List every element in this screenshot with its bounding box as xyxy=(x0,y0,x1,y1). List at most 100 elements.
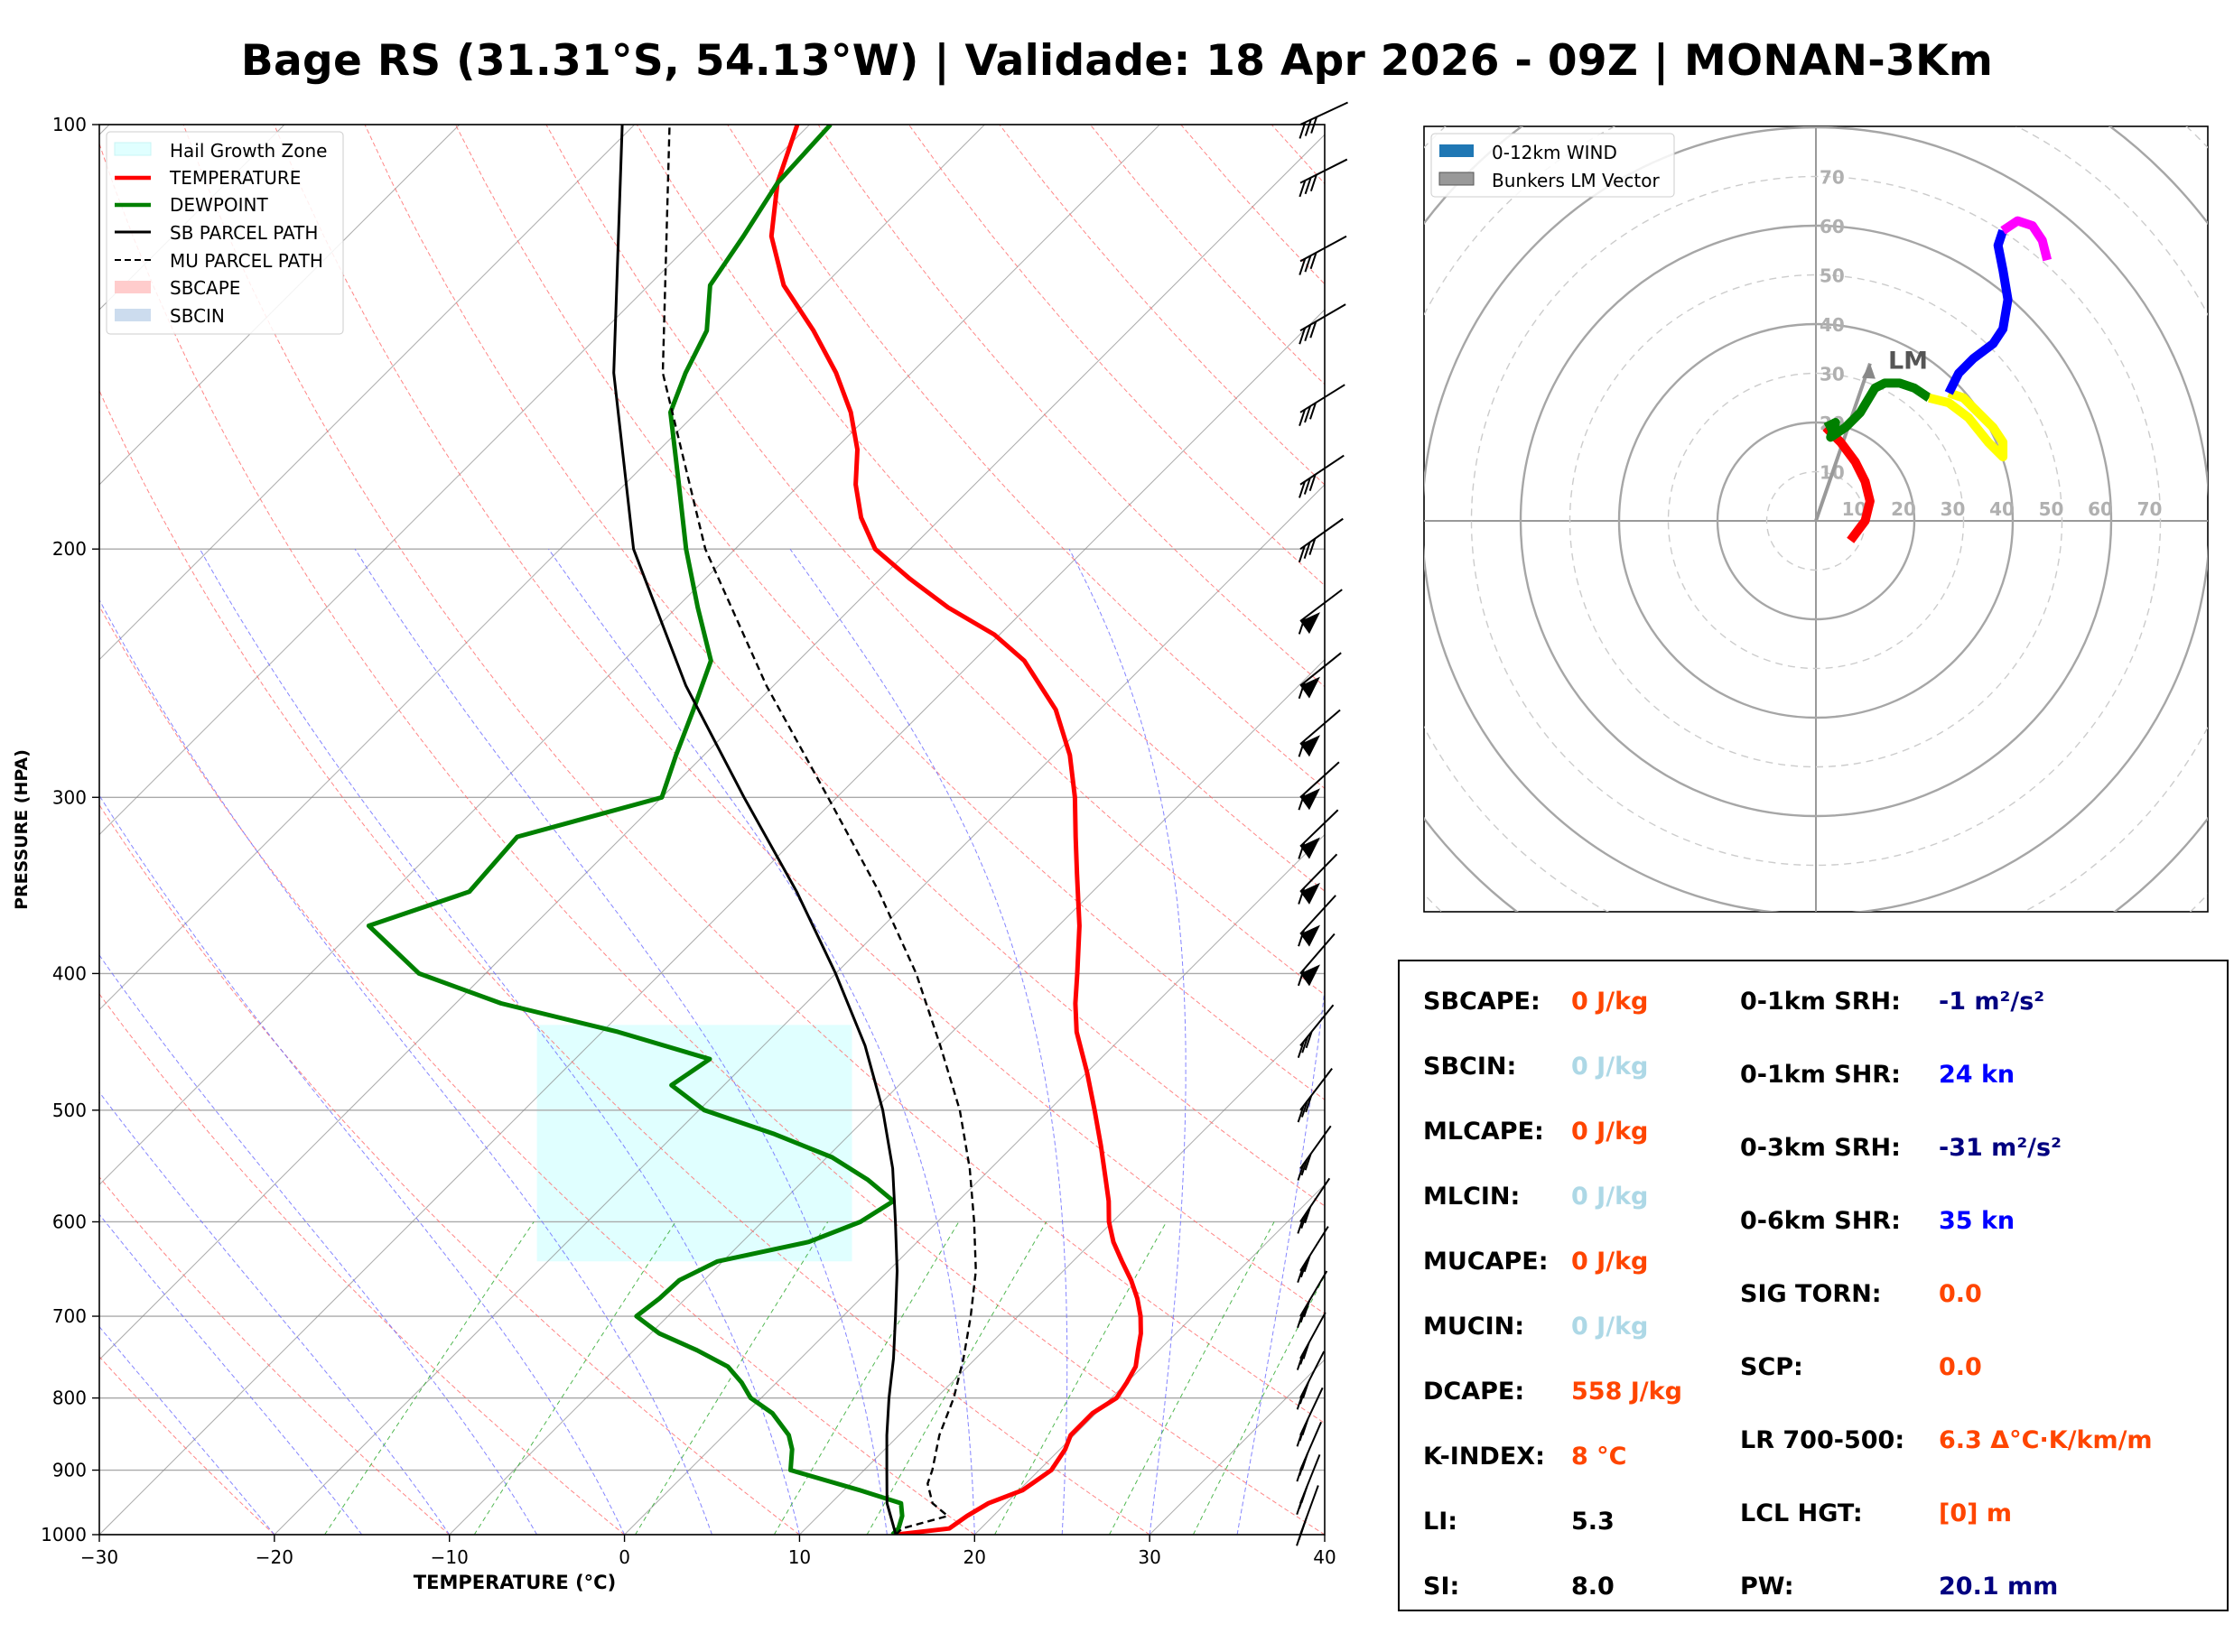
wind-barb-flag xyxy=(1309,320,1317,339)
mixing-ratio-line xyxy=(866,1221,1047,1535)
moist-adiabat xyxy=(99,794,626,1535)
stat-label-shr-0-6: 0-6km SHR: xyxy=(1740,1207,1901,1235)
isotherm-line xyxy=(274,484,1325,1535)
hodo-ring-label-y: 10 xyxy=(1820,462,1845,484)
wind-barb xyxy=(1299,101,1348,139)
x-tick-label: 0 xyxy=(619,1546,630,1568)
wind-barb xyxy=(1299,235,1347,275)
wind-barb xyxy=(1296,1453,1321,1515)
hodo-ring xyxy=(1424,126,2208,912)
stat-label-sig-torn: SIG TORN: xyxy=(1740,1280,1882,1308)
hodo-ring-label-x: 70 xyxy=(2137,498,2163,520)
mixing-ratio-line xyxy=(994,1221,1168,1535)
stat-label-k-index: K-INDEX: xyxy=(1423,1443,1545,1471)
stats-panel: SBCAPE: 0 J/kg SBCIN: 0 J/kg MLCAPE: 0 J… xyxy=(1398,960,2229,1611)
dry-adiabat xyxy=(99,993,625,1535)
x-tick-label: −30 xyxy=(80,1546,118,1568)
isotherm-line xyxy=(99,125,636,661)
isotherm-line xyxy=(449,659,1325,1535)
moist-adiabat xyxy=(1324,1532,1325,1535)
stat-value-srh-0-3: -31 m²/s² xyxy=(1939,1134,2062,1162)
wind-barb-pennant xyxy=(1300,788,1320,811)
dry-adiabat xyxy=(1089,125,1325,385)
wind-barb-flag xyxy=(1299,258,1307,275)
stat-value-shr-0-1: 24 kn xyxy=(1939,1061,2015,1089)
mixing-ratio-line xyxy=(635,1221,829,1535)
wind-barb-staff xyxy=(1299,1125,1332,1170)
dry-adiabat xyxy=(99,142,1325,1535)
hodograph-frame xyxy=(1423,125,2209,913)
moist-adiabat xyxy=(99,954,538,1535)
hodo-ring-label-y: 70 xyxy=(1820,167,1845,189)
wind-barb-staff xyxy=(1299,454,1345,486)
isotherm-line xyxy=(1324,1534,1325,1535)
wind-barb-flag xyxy=(1303,1255,1311,1273)
wind-barb xyxy=(1296,1485,1319,1546)
y-tick-label: 200 xyxy=(52,538,87,560)
dry-adiabat xyxy=(99,1356,275,1535)
wind-barb-flag xyxy=(1298,617,1306,635)
y-tick-label: 600 xyxy=(52,1211,87,1232)
dry-adiabat xyxy=(636,125,1325,892)
y-tick-label: 500 xyxy=(52,1100,87,1121)
wind-barb-pennant xyxy=(1300,612,1320,635)
wind-barb-pennant xyxy=(1300,882,1320,905)
isotherm-line xyxy=(624,833,1325,1535)
dry-adiabat xyxy=(1363,125,1392,1535)
wind-barb xyxy=(1298,761,1340,811)
wind-barb-flag xyxy=(1301,1452,1308,1471)
y-tick-label: 900 xyxy=(52,1460,87,1481)
wind-barb-flag xyxy=(1296,1353,1304,1370)
hodo-ring xyxy=(1667,372,1965,670)
legend-label-mu-parcel: MU PARCEL PATH xyxy=(170,250,323,272)
stat-value-sbcape: 0 J/kg xyxy=(1571,988,1649,1016)
hodo-ring-label-y: 60 xyxy=(1820,216,1845,237)
wind-barb-flag xyxy=(1302,1341,1310,1360)
stat-label-pw: PW: xyxy=(1740,1573,1794,1601)
wind-barb-flag xyxy=(1298,842,1306,859)
stat-value-k-index: 8 °C xyxy=(1571,1443,1627,1471)
isotherm-line xyxy=(99,125,1160,1185)
hodo-segment-0-1km xyxy=(1822,423,1875,543)
stat-value-shr-0-6: 35 kn xyxy=(1939,1207,2015,1235)
legend-swatch-hgz xyxy=(114,142,152,156)
wind-barb-flag xyxy=(1310,116,1318,134)
wind-barb xyxy=(1298,895,1336,947)
hodo-ring-label-x: 10 xyxy=(1842,498,1867,520)
wind-barb-staff xyxy=(1299,809,1339,848)
wind-barb-flag xyxy=(1308,474,1317,491)
moist-adiabat xyxy=(1236,986,1325,1535)
mixing-ratio-line xyxy=(773,1221,960,1535)
mixing-ratio-line xyxy=(1109,1221,1275,1535)
wind-barb xyxy=(1299,384,1345,426)
stat-label-mucape: MUCAPE: xyxy=(1423,1248,1549,1276)
mu-parcel-line xyxy=(661,125,977,1535)
x-tick-label: 20 xyxy=(963,1546,986,1568)
wind-barb-flag xyxy=(1309,174,1317,191)
moist-adiabat xyxy=(199,548,800,1535)
wind-barb-flag xyxy=(1297,969,1305,987)
x-tick-label: 30 xyxy=(1138,1546,1160,1568)
dry-adiabat xyxy=(999,125,1325,486)
wind-barb-flag xyxy=(1304,405,1311,423)
wind-barb xyxy=(1296,1312,1326,1370)
wind-barb-flag xyxy=(1309,252,1317,270)
moist-adiabat xyxy=(1068,548,1187,1535)
wind-barb-flag xyxy=(1305,1095,1313,1113)
stat-label-lcl-height: LCL HGT: xyxy=(1740,1499,1863,1527)
wind-barb-flag xyxy=(1297,1041,1305,1058)
wind-barb xyxy=(1296,1350,1326,1410)
wind-barb xyxy=(1297,933,1336,987)
dry-adiabat xyxy=(99,803,800,1535)
wind-barb-flag xyxy=(1301,1035,1309,1053)
wind-barb xyxy=(1297,1226,1329,1284)
x-tick-label: −20 xyxy=(256,1546,293,1568)
wind-barb-staff xyxy=(1299,303,1346,332)
legend-swatch-sbcin xyxy=(115,309,151,321)
wind-barb-pennant xyxy=(1300,676,1320,699)
wind-barb-flag xyxy=(1304,324,1312,342)
isotherm-line xyxy=(99,309,1325,1535)
stat-value-mucape: 0 J/kg xyxy=(1571,1248,1649,1276)
stat-label-dcape: DCAPE: xyxy=(1423,1378,1525,1406)
chart-title: Bage RS (31.31°S, 54.13°W) | Validade: 1… xyxy=(240,36,1994,86)
